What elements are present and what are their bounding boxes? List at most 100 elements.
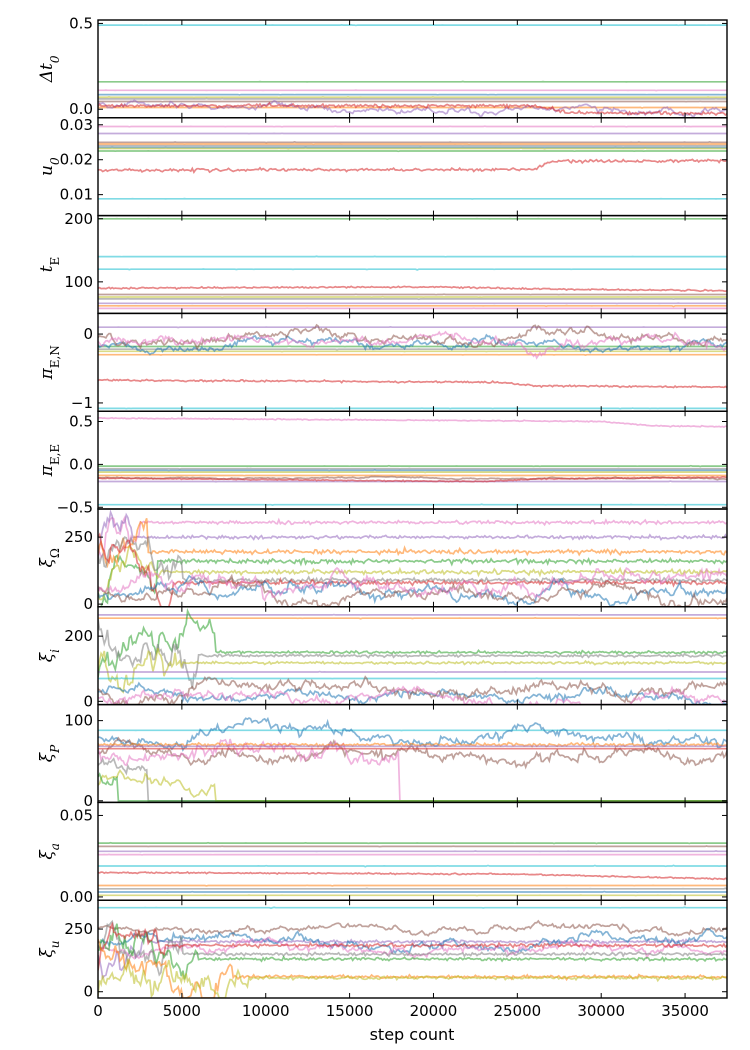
walker-line-2 — [98, 607, 727, 678]
walker-line-7 — [98, 147, 727, 150]
y-axis-label: πE,N — [37, 345, 62, 380]
walker-line-9 — [98, 101, 727, 117]
walker-line-8 — [98, 884, 727, 887]
y-tick-label: 100 — [64, 273, 93, 291]
x-tick-label: 15000 — [326, 1002, 374, 1020]
y-tick-label: 200 — [64, 627, 93, 645]
walker-line-9 — [98, 330, 727, 360]
x-tick-label: 30000 — [577, 1002, 625, 1020]
y-tick-label: −1 — [71, 394, 93, 412]
x-axis: 0 5000 10000 15000 20000 25000 30000 35000 — [93, 1002, 709, 1020]
walker-line-5 — [98, 470, 727, 474]
walker-line-6 — [98, 297, 727, 301]
walker-line-6 — [98, 96, 727, 99]
panel-frame — [97, 19, 728, 119]
walker-line-2 — [98, 929, 727, 980]
walker-line-8 — [98, 768, 727, 802]
walker-traces — [98, 716, 727, 802]
walker-traces — [98, 509, 727, 607]
walker-line-5 — [98, 670, 727, 674]
walker-line-0 — [98, 729, 727, 732]
walker-line-2 — [98, 268, 727, 271]
panel-frame — [97, 899, 728, 999]
walker-line-1 — [98, 919, 727, 938]
walker-line-9 — [98, 958, 727, 999]
walker-line-4 — [98, 468, 727, 472]
walker-line-9 — [98, 475, 727, 483]
y-tick-label: 0.02 — [60, 151, 93, 169]
y-tick-label: 0.0 — [69, 100, 93, 118]
panel-frame — [97, 410, 728, 510]
y-axis-label: ξΩ — [37, 548, 62, 567]
walker-line-0 — [98, 906, 727, 910]
walker-line-0 — [98, 613, 727, 616]
y-tick-label: 0.05 — [60, 806, 93, 824]
walker-line-1 — [98, 716, 727, 752]
walker-line-4 — [98, 741, 727, 749]
y-tick-label: 0.5 — [69, 412, 93, 430]
walker-line-1 — [98, 509, 727, 560]
walker-line-6 — [98, 677, 727, 680]
panels-group: 0.0 0.5 Δt0 0.01 0.02 0.03 u0 100 200 tE −1 0 πE,N −0… — [37, 14, 728, 1001]
y-tick-label: −0.5 — [57, 498, 93, 516]
y-tick-label: 0 — [83, 983, 93, 1001]
y-tick-label: 0 — [83, 692, 93, 710]
panel-1: 0.01 0.02 0.03 u0 — [37, 116, 728, 217]
y-tick-label: 0.0 — [69, 455, 93, 473]
walker-traces — [98, 416, 727, 506]
x-tick-label: 35000 — [661, 1002, 709, 1020]
walker-traces — [98, 906, 727, 999]
walker-line-8 — [98, 99, 727, 118]
panel-0: 0.0 0.5 Δt0 — [37, 14, 728, 119]
x-tick-label: 0 — [93, 1002, 103, 1020]
walker-line-9 — [98, 894, 727, 897]
walker-line-5 — [98, 295, 727, 299]
walker-line-0 — [98, 845, 727, 848]
walker-line-4 — [98, 647, 727, 694]
walker-line-0 — [98, 407, 727, 410]
panel-8: 0.00 0.05 ξa — [37, 801, 728, 906]
x-tick-label: 25000 — [493, 1002, 541, 1020]
walker-line-7 — [98, 890, 727, 893]
walker-line-4 — [98, 864, 727, 868]
y-tick-label: 250 — [64, 528, 93, 546]
y-tick-label: 0 — [83, 792, 93, 810]
y-tick-label: 0.01 — [60, 186, 93, 204]
walker-line-5 — [98, 100, 727, 103]
panel-3: −1 0 πE,N — [37, 312, 728, 412]
walker-line-1 — [98, 378, 727, 389]
y-axis-label: ξu — [37, 941, 62, 958]
walker-traces — [98, 217, 727, 310]
walker-line-1 — [98, 255, 727, 258]
y-tick-label: 0 — [83, 325, 93, 343]
x-axis-label: step count — [370, 1025, 455, 1044]
walker-line-3 — [98, 285, 727, 293]
y-tick-label: 0.00 — [60, 888, 93, 906]
walker-line-3 — [98, 517, 727, 569]
walker-line-4 — [98, 293, 727, 296]
walker-line-3 — [98, 467, 727, 470]
walker-line-8 — [98, 304, 727, 308]
walker-line-1 — [98, 617, 727, 620]
walker-line-4 — [98, 544, 727, 601]
walker-line-2 — [98, 326, 727, 329]
panel-4: −0.5 0.0 0.5 πE,E — [37, 410, 728, 516]
y-tick-label: 100 — [64, 712, 93, 730]
walker-line-0 — [98, 24, 727, 27]
y-axis-label: u0 — [37, 157, 62, 176]
y-axis-label: ξP — [37, 744, 62, 762]
y-tick-label: 250 — [64, 920, 93, 938]
walker-line-2 — [98, 554, 727, 607]
x-tick-label: 10000 — [242, 1002, 290, 1020]
y-axis-label: ξa — [37, 843, 62, 860]
walker-line-6 — [98, 745, 727, 748]
walker-line-3 — [98, 619, 727, 689]
walker-traces — [98, 323, 727, 410]
walker-line-7 — [98, 333, 727, 356]
walker-line-0 — [98, 416, 727, 429]
walker-line-2 — [98, 141, 727, 144]
